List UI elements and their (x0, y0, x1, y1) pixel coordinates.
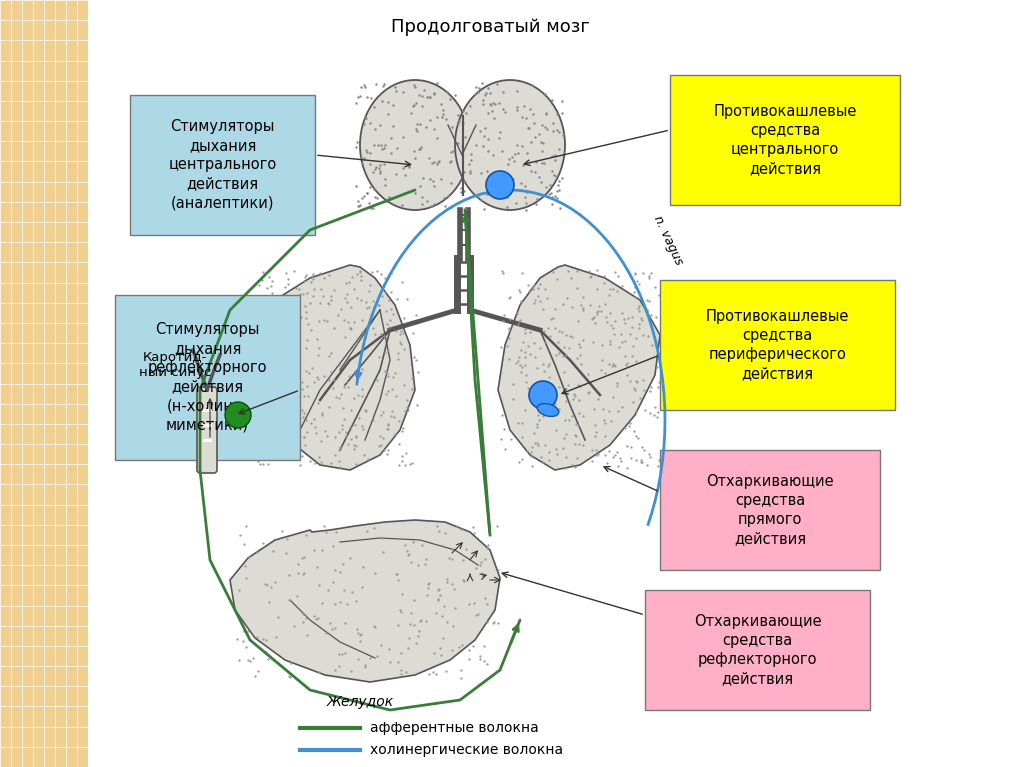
Text: Продолговатый мозг: Продолговатый мозг (390, 18, 590, 36)
FancyBboxPatch shape (130, 95, 315, 235)
FancyBboxPatch shape (645, 590, 870, 710)
Polygon shape (498, 265, 660, 470)
Text: холинергические волокна: холинергические волокна (370, 743, 563, 757)
Polygon shape (230, 520, 500, 682)
Ellipse shape (538, 403, 559, 416)
Circle shape (225, 402, 251, 428)
Text: Отхаркивающие
средства
рефлекторного
действия: Отхаркивающие средства рефлекторного дей… (693, 614, 821, 686)
Text: Каротид-
ный синус: Каротид- ный синус (139, 351, 211, 379)
FancyBboxPatch shape (670, 75, 900, 205)
Polygon shape (255, 265, 415, 470)
Bar (0, 0, 88, 767)
FancyBboxPatch shape (660, 280, 895, 410)
Ellipse shape (360, 80, 470, 210)
Text: Отхаркивающие
средства
прямого
действия: Отхаркивающие средства прямого действия (707, 474, 834, 546)
Circle shape (529, 381, 557, 409)
Text: n. vagus: n. vagus (651, 213, 685, 267)
Circle shape (486, 171, 514, 199)
Ellipse shape (455, 80, 565, 210)
Text: Стимуляторы
дыхания
центрального
действия
(аналептики): Стимуляторы дыхания центрального действи… (168, 119, 276, 211)
Text: Желудок: Желудок (327, 695, 393, 709)
Text: Противокашлевые
средства
периферического
действия: Противокашлевые средства периферического… (706, 308, 849, 381)
FancyBboxPatch shape (197, 387, 217, 473)
FancyBboxPatch shape (660, 450, 880, 570)
Text: Противокашлевые
средства
центрального
действия: Противокашлевые средства центрального де… (714, 104, 857, 176)
Text: афферентные волокна: афферентные волокна (370, 721, 539, 735)
FancyBboxPatch shape (115, 295, 300, 460)
Text: Стимуляторы
дыхания
рефлекторного
действия
(н-холино-
миметики): Стимуляторы дыхания рефлекторного действ… (147, 322, 267, 433)
